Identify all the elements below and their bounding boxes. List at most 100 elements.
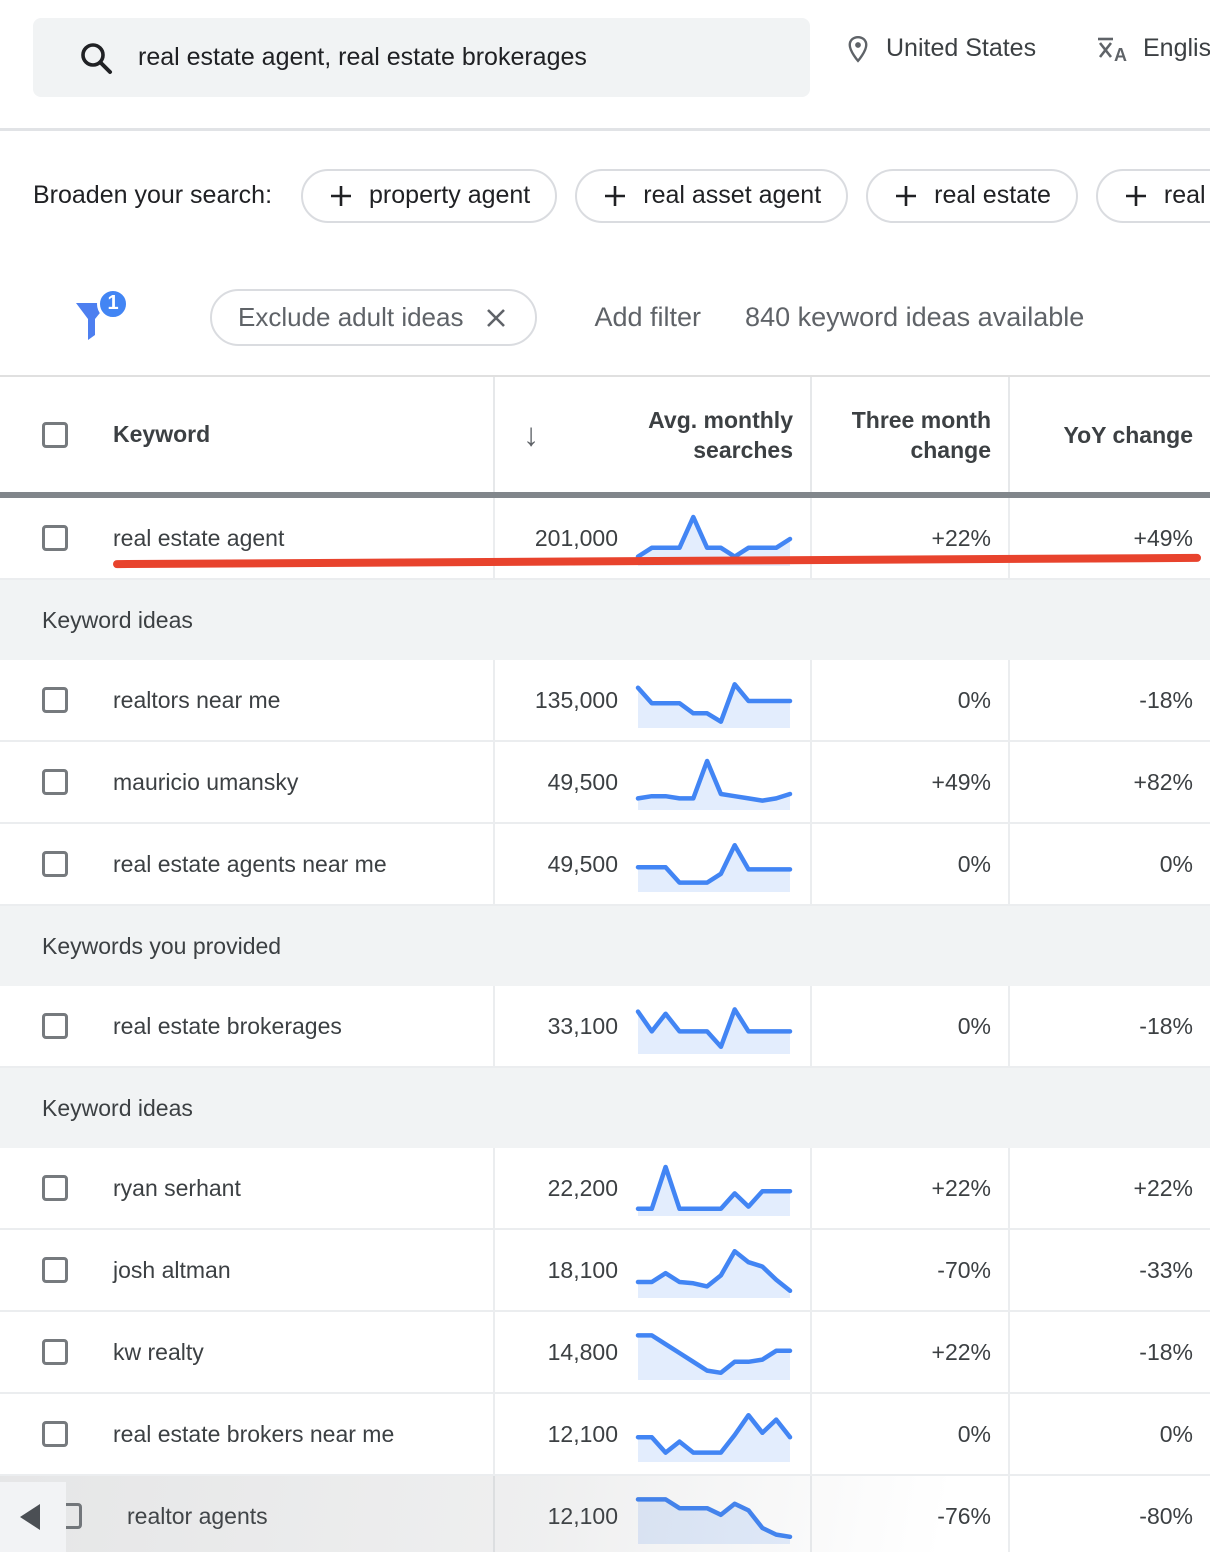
search-trend-sparkline [635, 1164, 793, 1216]
avg-monthly-searches-value: 135,000 [534, 686, 618, 713]
section-header: Keywords you provided [0, 906, 1210, 986]
keyword-cell[interactable]: real estate agent [113, 524, 285, 551]
three-month-change-value: +22% [931, 1338, 991, 1365]
table-header-row: Keyword ↓ Avg. monthly searches Three mo… [0, 375, 1210, 492]
broaden-suggestion-chip[interactable]: real estate [866, 168, 1078, 223]
table-row: kw realty 14,800 +22% -18% [0, 1312, 1210, 1394]
plus-icon [602, 183, 628, 209]
avg-monthly-searches-value: 49,500 [547, 850, 618, 877]
section-header-label: Keyword ideas [42, 1094, 193, 1121]
row-checkbox[interactable] [42, 769, 68, 795]
table-body: real estate agent 201,000 +22% +49% Keyw… [0, 498, 1210, 1552]
divider [0, 128, 1210, 131]
avg-monthly-searches-value: 33,100 [547, 1012, 618, 1039]
add-filter-button[interactable]: Add filter [594, 302, 702, 332]
table-row: real estate agent 201,000 +22% +49% [0, 498, 1210, 580]
broaden-suggestion-chip[interactable]: real es [1095, 168, 1210, 223]
row-checkbox[interactable] [42, 687, 68, 713]
plus-icon [328, 183, 354, 209]
keyword-search-input[interactable]: real estate agent, real estate brokerage… [33, 18, 810, 97]
yoy-change-value: -80% [1139, 1502, 1193, 1529]
avg-monthly-searches-value: 12,100 [547, 1420, 618, 1447]
three-month-change-value: +22% [931, 524, 991, 551]
avg-monthly-searches-value: 22,200 [547, 1174, 618, 1201]
keyword-cell[interactable]: realtor agents [127, 1502, 268, 1529]
three-month-change-value: 0% [957, 1012, 991, 1039]
row-checkbox[interactable] [42, 851, 68, 877]
scroll-left-button[interactable] [0, 1482, 66, 1552]
search-icon [78, 40, 114, 76]
table-row: real estate brokers near me 12,100 0% 0% [0, 1394, 1210, 1476]
search-trend-sparkline [635, 1412, 793, 1462]
row-checkbox[interactable] [42, 1339, 68, 1365]
top-bar: real estate agent, real estate brokerage… [0, 0, 1210, 131]
suggestion-chip-label: real asset agent [643, 181, 822, 209]
three-month-change-value: 0% [957, 686, 991, 713]
avg-monthly-searches-value: 12,100 [547, 1502, 618, 1529]
row-checkbox[interactable] [42, 1421, 68, 1447]
broaden-suggestion-chip[interactable]: property agent [301, 168, 558, 223]
keyword-cell[interactable]: realtors near me [113, 686, 281, 713]
yoy-change-value: -33% [1139, 1256, 1193, 1283]
table-row: real estate agents near me 49,500 0% 0% [0, 824, 1210, 906]
filter-bar: 1 Exclude adult ideas Add filter 840 key… [0, 260, 1210, 375]
search-trend-sparkline [635, 682, 793, 728]
keyword-cell[interactable]: kw realty [113, 1338, 204, 1365]
filter-count-badge: 1 [97, 287, 129, 320]
yoy-change-value: -18% [1139, 1338, 1193, 1365]
suggestion-chip-label: real es [1163, 181, 1210, 209]
avg-monthly-searches-value: 49,500 [547, 768, 618, 795]
section-header: Keyword ideas [0, 1068, 1210, 1148]
column-header-avg-monthly-searches[interactable]: ↓ Avg. monthly searches [493, 377, 810, 492]
filter-button[interactable]: 1 [75, 287, 129, 348]
table-row: ryan serhant 22,200 +22% +22% [0, 1148, 1210, 1230]
broaden-label: Broaden your search: [33, 181, 273, 209]
three-month-change-value: 0% [957, 1420, 991, 1447]
column-header-yoy-change[interactable]: YoY change [1008, 377, 1210, 492]
svg-text:A: A [1114, 45, 1127, 65]
three-month-change-value: +49% [931, 768, 991, 795]
yoy-change-value: 0% [1159, 850, 1193, 877]
suggestion-chip-label: property agent [369, 181, 531, 209]
row-checkbox[interactable] [42, 1175, 68, 1201]
keyword-cell[interactable]: ryan serhant [113, 1174, 241, 1201]
keyword-cell[interactable]: real estate agents near me [113, 850, 387, 877]
scroll-left-arrow-icon [20, 1504, 40, 1530]
row-checkbox[interactable] [42, 1013, 68, 1039]
table-row: mauricio umansky 49,500 +49% +82% [0, 742, 1210, 824]
search-query-text: real estate agent, real estate brokerage… [138, 43, 587, 71]
keyword-cell[interactable]: real estate brokerages [113, 1012, 342, 1039]
yoy-change-value: -18% [1139, 686, 1193, 713]
select-all-checkbox[interactable] [42, 421, 68, 448]
translate-icon: A [1096, 33, 1130, 65]
keyword-count-text: 840 keyword ideas available [745, 302, 1085, 332]
three-month-change-value: 0% [957, 850, 991, 877]
avg-monthly-searches-value: 201,000 [534, 524, 618, 551]
row-checkbox[interactable] [42, 525, 68, 551]
broaden-suggestion-chip[interactable]: real asset agent [575, 168, 849, 223]
column-header-keyword[interactable]: Keyword [113, 421, 211, 447]
section-header-label: Keyword ideas [42, 606, 193, 633]
plus-icon [1123, 183, 1149, 209]
sort-descending-icon[interactable]: ↓ [523, 416, 539, 452]
plus-icon [893, 183, 919, 209]
language-label: English [1143, 34, 1210, 62]
location-selector[interactable]: United States [843, 0, 1036, 97]
three-month-change-value: -70% [937, 1256, 991, 1283]
search-trend-sparkline [635, 758, 793, 810]
active-filter-chip[interactable]: Exclude adult ideas [210, 289, 538, 346]
remove-filter-icon[interactable] [483, 305, 509, 331]
keyword-cell[interactable]: mauricio umansky [113, 768, 299, 795]
row-checkbox[interactable] [42, 1257, 68, 1283]
avg-monthly-searches-value: 18,100 [547, 1256, 618, 1283]
table-row: realtors near me 135,000 0% -18% [0, 660, 1210, 742]
keyword-cell[interactable]: real estate brokers near me [113, 1420, 395, 1447]
location-label: United States [886, 34, 1037, 62]
three-month-change-value: +22% [931, 1174, 991, 1201]
search-trend-sparkline [635, 514, 793, 566]
yoy-change-value: +49% [1133, 524, 1193, 551]
keyword-cell[interactable]: josh altman [113, 1256, 231, 1283]
language-selector[interactable]: A English [1096, 0, 1210, 97]
table-row: real estate brokerages 33,100 0% -18% [0, 986, 1210, 1068]
column-header-three-month-change[interactable]: Three month change [810, 377, 1008, 492]
